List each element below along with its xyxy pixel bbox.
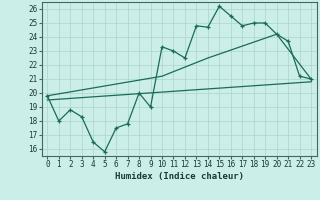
X-axis label: Humidex (Indice chaleur): Humidex (Indice chaleur) [115,172,244,181]
